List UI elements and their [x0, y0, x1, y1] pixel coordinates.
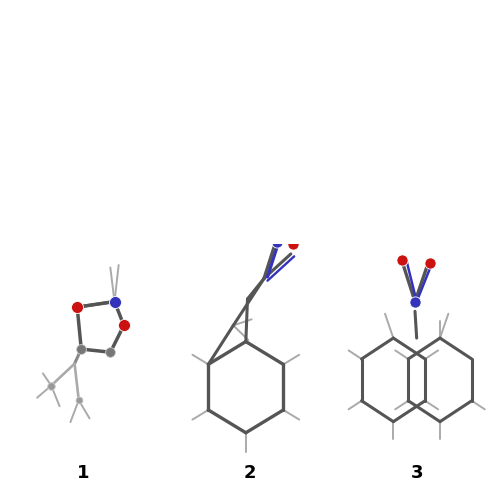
Point	[272, 238, 280, 245]
Point	[290, 240, 298, 248]
Point	[426, 259, 434, 266]
Text: 3: 3	[410, 464, 423, 482]
Point	[73, 303, 81, 311]
Point	[120, 321, 128, 329]
Point	[77, 345, 85, 353]
Point	[75, 396, 83, 404]
Text: 1: 1	[77, 464, 90, 482]
Text: 2: 2	[244, 464, 256, 482]
Point	[110, 298, 118, 305]
Point	[411, 298, 419, 305]
Point	[47, 382, 55, 390]
Point	[106, 348, 114, 356]
Point	[272, 223, 280, 231]
Point	[398, 256, 406, 264]
